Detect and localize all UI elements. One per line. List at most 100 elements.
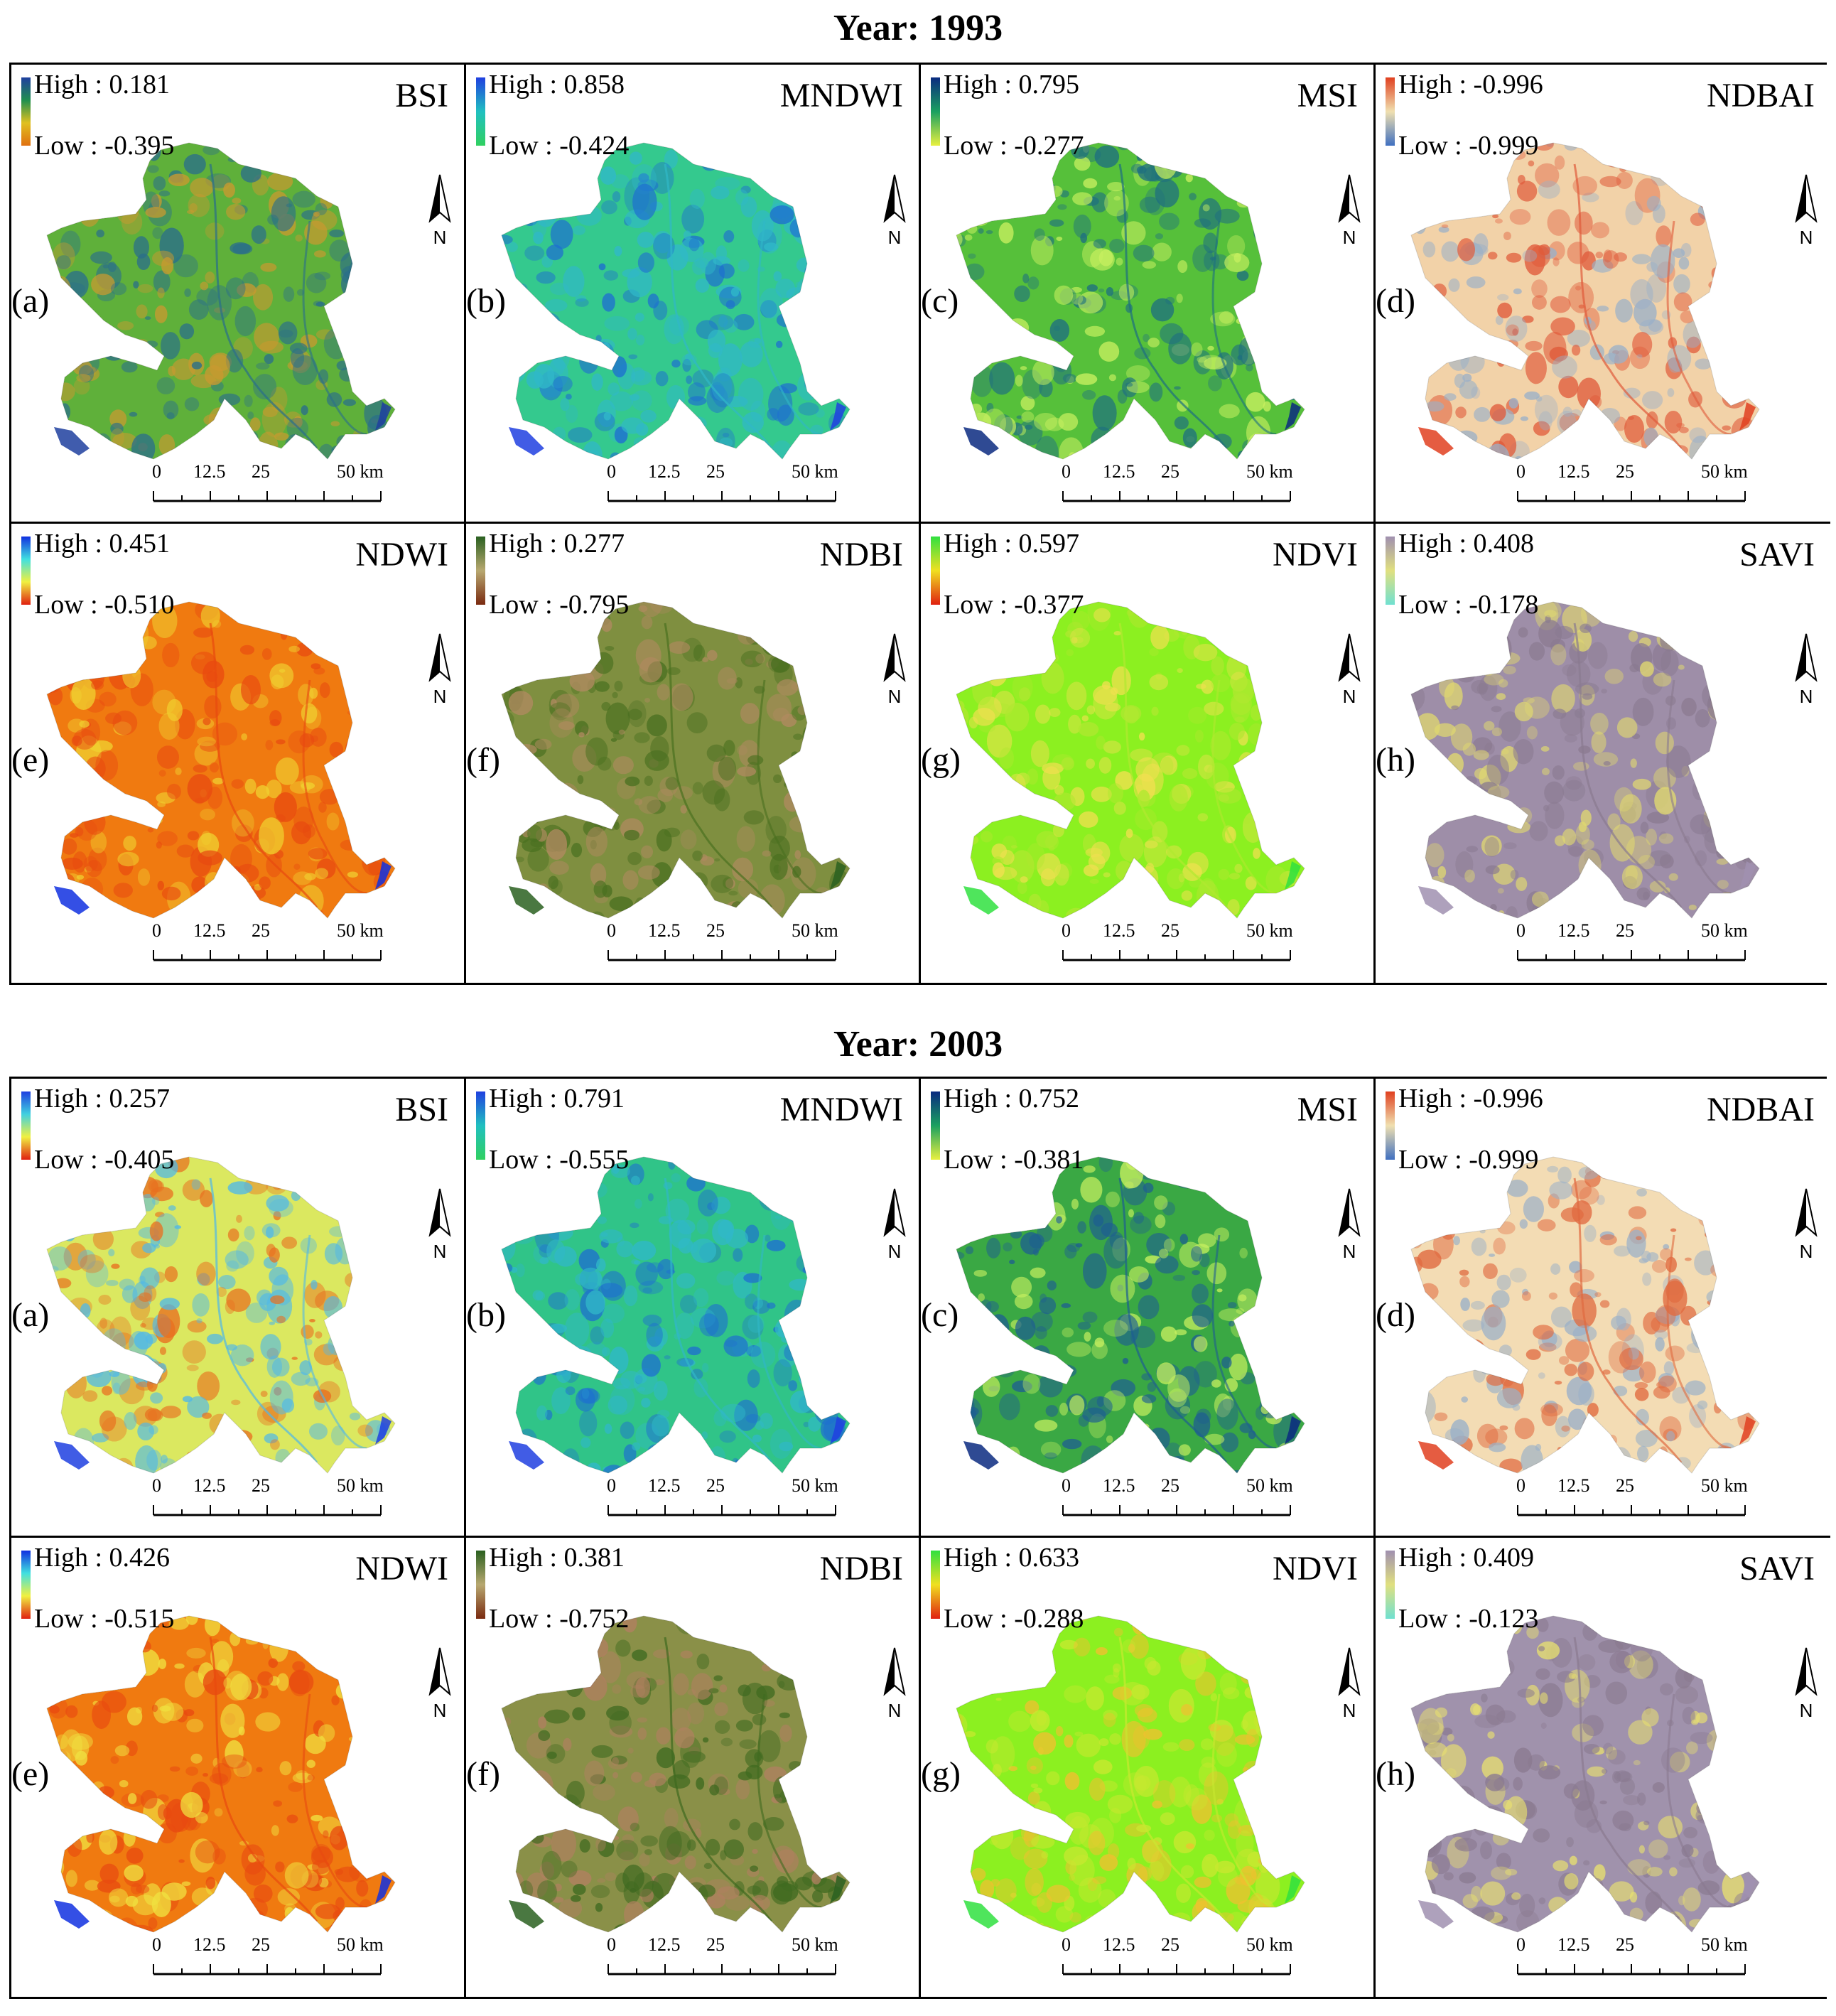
- scale-label: 12.5: [1103, 1934, 1135, 1955]
- legend-color-ramp: [476, 537, 485, 605]
- map-panel-bsi: High : 0.257 Low : -0.405 BSI (a) N 0 12.5 25 50…: [11, 1079, 466, 1538]
- panel-letter-label: (g): [921, 1755, 961, 1793]
- legend-color-ramp: [21, 77, 31, 146]
- index-name-label: NDBI: [819, 536, 903, 573]
- north-arrow-icon: N: [1795, 1188, 1818, 1262]
- legend-high-label: High : 0.426: [34, 1543, 171, 1573]
- north-label: N: [1343, 686, 1356, 707]
- scale-label: 50 km: [792, 920, 838, 941]
- panel-letter-label: (b): [466, 282, 506, 320]
- scale-label: 12.5: [193, 920, 226, 941]
- scale-label: 25: [706, 1475, 725, 1496]
- legend-color-ramp: [1386, 1551, 1395, 1619]
- index-map-bsi: [46, 1156, 396, 1474]
- legend-high-label: High : 0.409: [1398, 1543, 1535, 1573]
- scale-label: 25: [1616, 1475, 1634, 1496]
- north-label: N: [1343, 227, 1356, 248]
- section-title-1993: Year: 1993: [833, 8, 1003, 48]
- scale-bar-graphic: [1517, 1505, 1746, 1516]
- scale-label: 0: [607, 1934, 616, 1955]
- scale-bar-graphic: [1062, 1964, 1291, 1975]
- scale-label: 50 km: [1246, 920, 1293, 941]
- scale-bar-graphic: [153, 1964, 382, 1975]
- scale-label: 0: [1062, 920, 1071, 941]
- scale-bar: 0 12.5 25 50 km: [152, 920, 387, 977]
- north-arrow-icon: N: [883, 633, 906, 707]
- panel-letter-label: (f): [466, 741, 500, 779]
- legend-low-label: Low : -0.381: [944, 1145, 1084, 1175]
- scale-label: 0: [1516, 461, 1526, 482]
- north-label: N: [433, 686, 447, 707]
- panel-letter-label: (f): [466, 1755, 500, 1793]
- north-arrow-icon: N: [1795, 1647, 1818, 1721]
- legend-low-label: Low : -0.510: [34, 590, 175, 620]
- map-panel-msi: High : 0.752 Low : -0.381 MSI (c) N 0 12.5 25 50…: [921, 1079, 1376, 1538]
- north-arrow-icon: N: [883, 1647, 906, 1721]
- legend-low-label: Low : -0.395: [34, 131, 175, 161]
- legend-low-label: Low : -0.795: [489, 590, 630, 620]
- index-map-msi: [956, 142, 1305, 460]
- panel-letter-label: (a): [11, 1296, 50, 1334]
- scale-bar-graphic: [1062, 950, 1291, 961]
- scale-label: 25: [706, 1934, 725, 1955]
- legend-high-label: High : 0.791: [489, 1084, 625, 1114]
- north-arrow-icon: N: [428, 1647, 451, 1721]
- index-name-label: NDVI: [1273, 536, 1358, 573]
- scale-label: 50 km: [1701, 1475, 1748, 1496]
- north-arrow-icon: N: [428, 1188, 451, 1262]
- index-name-label: MSI: [1297, 1091, 1358, 1128]
- legend-color-ramp: [21, 537, 31, 605]
- index-map-savi: [1410, 601, 1760, 919]
- legend-high-label: High : 0.277: [489, 529, 625, 559]
- index-map-bsi: [46, 142, 396, 460]
- scale-label: 12.5: [1103, 920, 1135, 941]
- north-label: N: [1800, 686, 1813, 707]
- index-name-label: MSI: [1297, 77, 1358, 114]
- legend-low-label: Low : -0.178: [1398, 590, 1539, 620]
- north-label: N: [433, 1241, 447, 1262]
- legend-high-label: High : 0.858: [489, 70, 625, 99]
- scale-bar: 0 12.5 25 50 km: [1062, 461, 1296, 518]
- north-label: N: [433, 1700, 447, 1721]
- scale-bar: 0 12.5 25 50 km: [607, 920, 841, 977]
- panel-letter-label: (e): [11, 1755, 50, 1793]
- scale-label: 25: [1616, 1934, 1634, 1955]
- index-name-label: MNDWI: [779, 77, 903, 114]
- legend-high-label: High : 0.381: [489, 1543, 625, 1573]
- map-panel-mndwi: High : 0.858 Low : -0.424 MNDWI (b) N 0 12.5 25…: [466, 65, 921, 524]
- map-panel-bsi: High : 0.181 Low : -0.395 BSI (a) N 0 12.5 25 50…: [11, 65, 466, 524]
- panel-letter-label: (e): [11, 741, 50, 779]
- scale-bar-graphic: [608, 1964, 836, 1975]
- north-arrow-icon: N: [1795, 633, 1818, 707]
- scale-label: 50 km: [792, 1934, 838, 1955]
- north-label: N: [888, 1700, 902, 1721]
- north-label: N: [888, 227, 902, 248]
- scale-bar-graphic: [1062, 1505, 1291, 1516]
- legend-color-ramp: [931, 1091, 940, 1160]
- scale-label: 12.5: [193, 461, 226, 482]
- scale-bar: 0 12.5 25 50 km: [152, 1934, 387, 1991]
- scale-label: 50 km: [337, 461, 384, 482]
- scale-label: 0: [1062, 461, 1071, 482]
- section-title-2003: Year: 2003: [833, 1024, 1003, 1064]
- north-arrow-icon: N: [883, 174, 906, 248]
- north-arrow-icon: N: [1338, 1188, 1361, 1262]
- scale-label: 0: [1062, 1475, 1071, 1496]
- scale-label: 12.5: [1557, 461, 1590, 482]
- north-label: N: [888, 686, 902, 707]
- scale-label: 50 km: [792, 1475, 838, 1496]
- legend-color-ramp: [931, 537, 940, 605]
- index-map-ndbai: [1410, 142, 1760, 460]
- panel-letter-label: (b): [466, 1296, 506, 1334]
- scale-bar: 0 12.5 25 50 km: [1062, 920, 1296, 977]
- legend-low-label: Low : -0.424: [489, 131, 630, 161]
- index-name-label: SAVI: [1739, 1550, 1815, 1588]
- north-label: N: [433, 227, 447, 248]
- scale-bar-graphic: [1517, 491, 1746, 502]
- panel-letter-label: (d): [1376, 282, 1415, 320]
- scale-label: 50 km: [337, 1475, 384, 1496]
- scale-bar-graphic: [1062, 491, 1291, 502]
- north-label: N: [1800, 1700, 1813, 1721]
- legend-low-label: Low : -0.277: [944, 131, 1084, 161]
- scale-label: 50 km: [1701, 1934, 1748, 1955]
